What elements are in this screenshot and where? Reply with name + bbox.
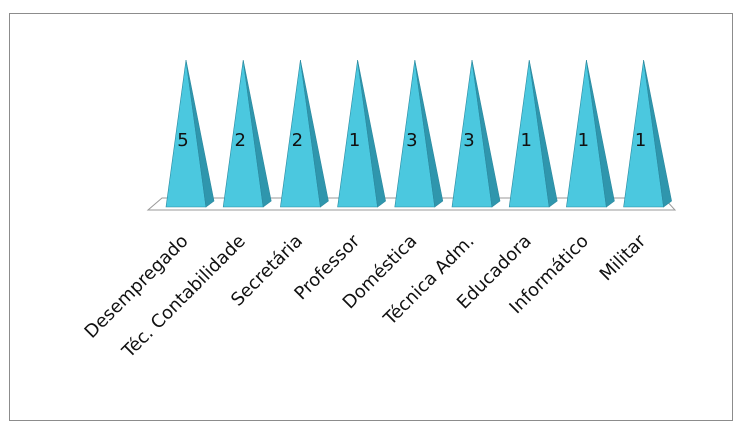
data-label-group: 5 2 2 1 3 3 1 1 1 [177, 130, 646, 151]
data-label-7: 1 [578, 130, 589, 151]
data-label-8: 1 [635, 130, 646, 151]
bar-side-2 [300, 59, 329, 208]
bar-side-1 [242, 59, 272, 208]
data-label-1: 2 [234, 130, 245, 151]
category-label-0: Desempregado [81, 231, 193, 343]
bar-side-4 [414, 59, 444, 208]
data-label-0: 5 [177, 130, 188, 151]
data-label-4: 3 [406, 130, 417, 151]
category-label-8: Militar [596, 230, 651, 285]
bar-side-0 [185, 59, 215, 208]
bar-side-7 [586, 59, 615, 208]
bar-side-6 [528, 59, 558, 208]
data-label-6: 1 [520, 130, 531, 151]
chart-frame [9, 13, 733, 421]
data-label-5: 3 [463, 130, 474, 151]
bar-side-3 [357, 59, 386, 208]
bar-group [165, 59, 672, 208]
bar-side-5 [471, 59, 501, 208]
data-label-3: 1 [349, 130, 360, 151]
bar-side-8 [643, 59, 672, 208]
data-label-2: 2 [292, 130, 303, 151]
